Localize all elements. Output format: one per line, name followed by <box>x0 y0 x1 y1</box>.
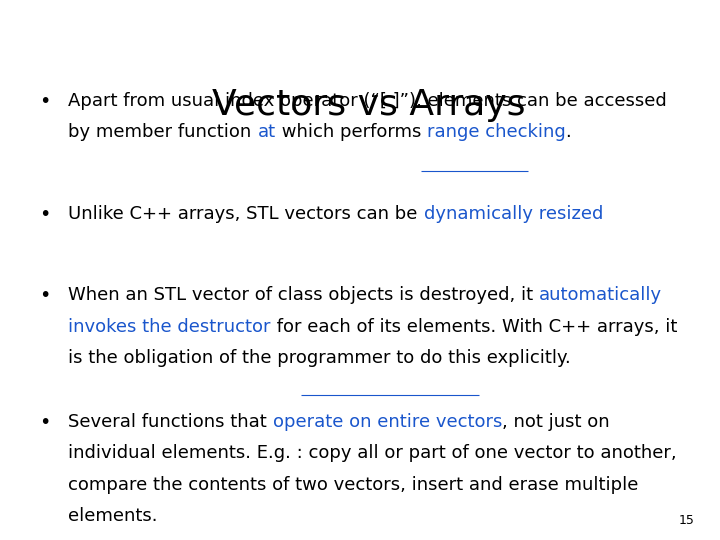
Text: for each of its elements. With C++ arrays, it: for each of its elements. With C++ array… <box>271 318 678 335</box>
Text: When an STL vector of class objects is destroyed, it: When an STL vector of class objects is d… <box>68 286 539 304</box>
Text: 15: 15 <box>679 514 695 526</box>
Text: compare the contents of two vectors, insert and erase multiple: compare the contents of two vectors, ins… <box>68 476 639 494</box>
Text: .: . <box>565 123 571 141</box>
Text: Several functions that: Several functions that <box>68 413 273 431</box>
Text: Vectors vs Arrays: Vectors vs Arrays <box>212 87 526 122</box>
Text: range checking: range checking <box>427 123 565 141</box>
Text: elements.: elements. <box>68 507 158 525</box>
Text: is the obligation of the programmer to do this explicitly.: is the obligation of the programmer to d… <box>68 349 571 367</box>
Text: operate on entire vectors: operate on entire vectors <box>273 413 503 431</box>
Text: Apart from usual index operator (“[ ]”), elements can be accessed: Apart from usual index operator (“[ ]”),… <box>68 92 667 110</box>
Text: automatically: automatically <box>539 286 662 304</box>
Text: , not just on: , not just on <box>503 413 610 431</box>
Text: •: • <box>40 286 51 305</box>
Text: Unlike C++ arrays, STL vectors can be: Unlike C++ arrays, STL vectors can be <box>68 205 423 223</box>
Text: at: at <box>258 123 276 141</box>
Text: •: • <box>40 92 51 111</box>
Text: •: • <box>40 205 51 224</box>
Text: which performs: which performs <box>276 123 427 141</box>
Text: •: • <box>40 413 51 432</box>
Text: individual elements. E.g. : copy all or part of one vector to another,: individual elements. E.g. : copy all or … <box>68 444 677 462</box>
Text: invokes the destructor: invokes the destructor <box>68 318 271 335</box>
Text: dynamically resized: dynamically resized <box>423 205 603 223</box>
Text: by member function: by member function <box>68 123 258 141</box>
